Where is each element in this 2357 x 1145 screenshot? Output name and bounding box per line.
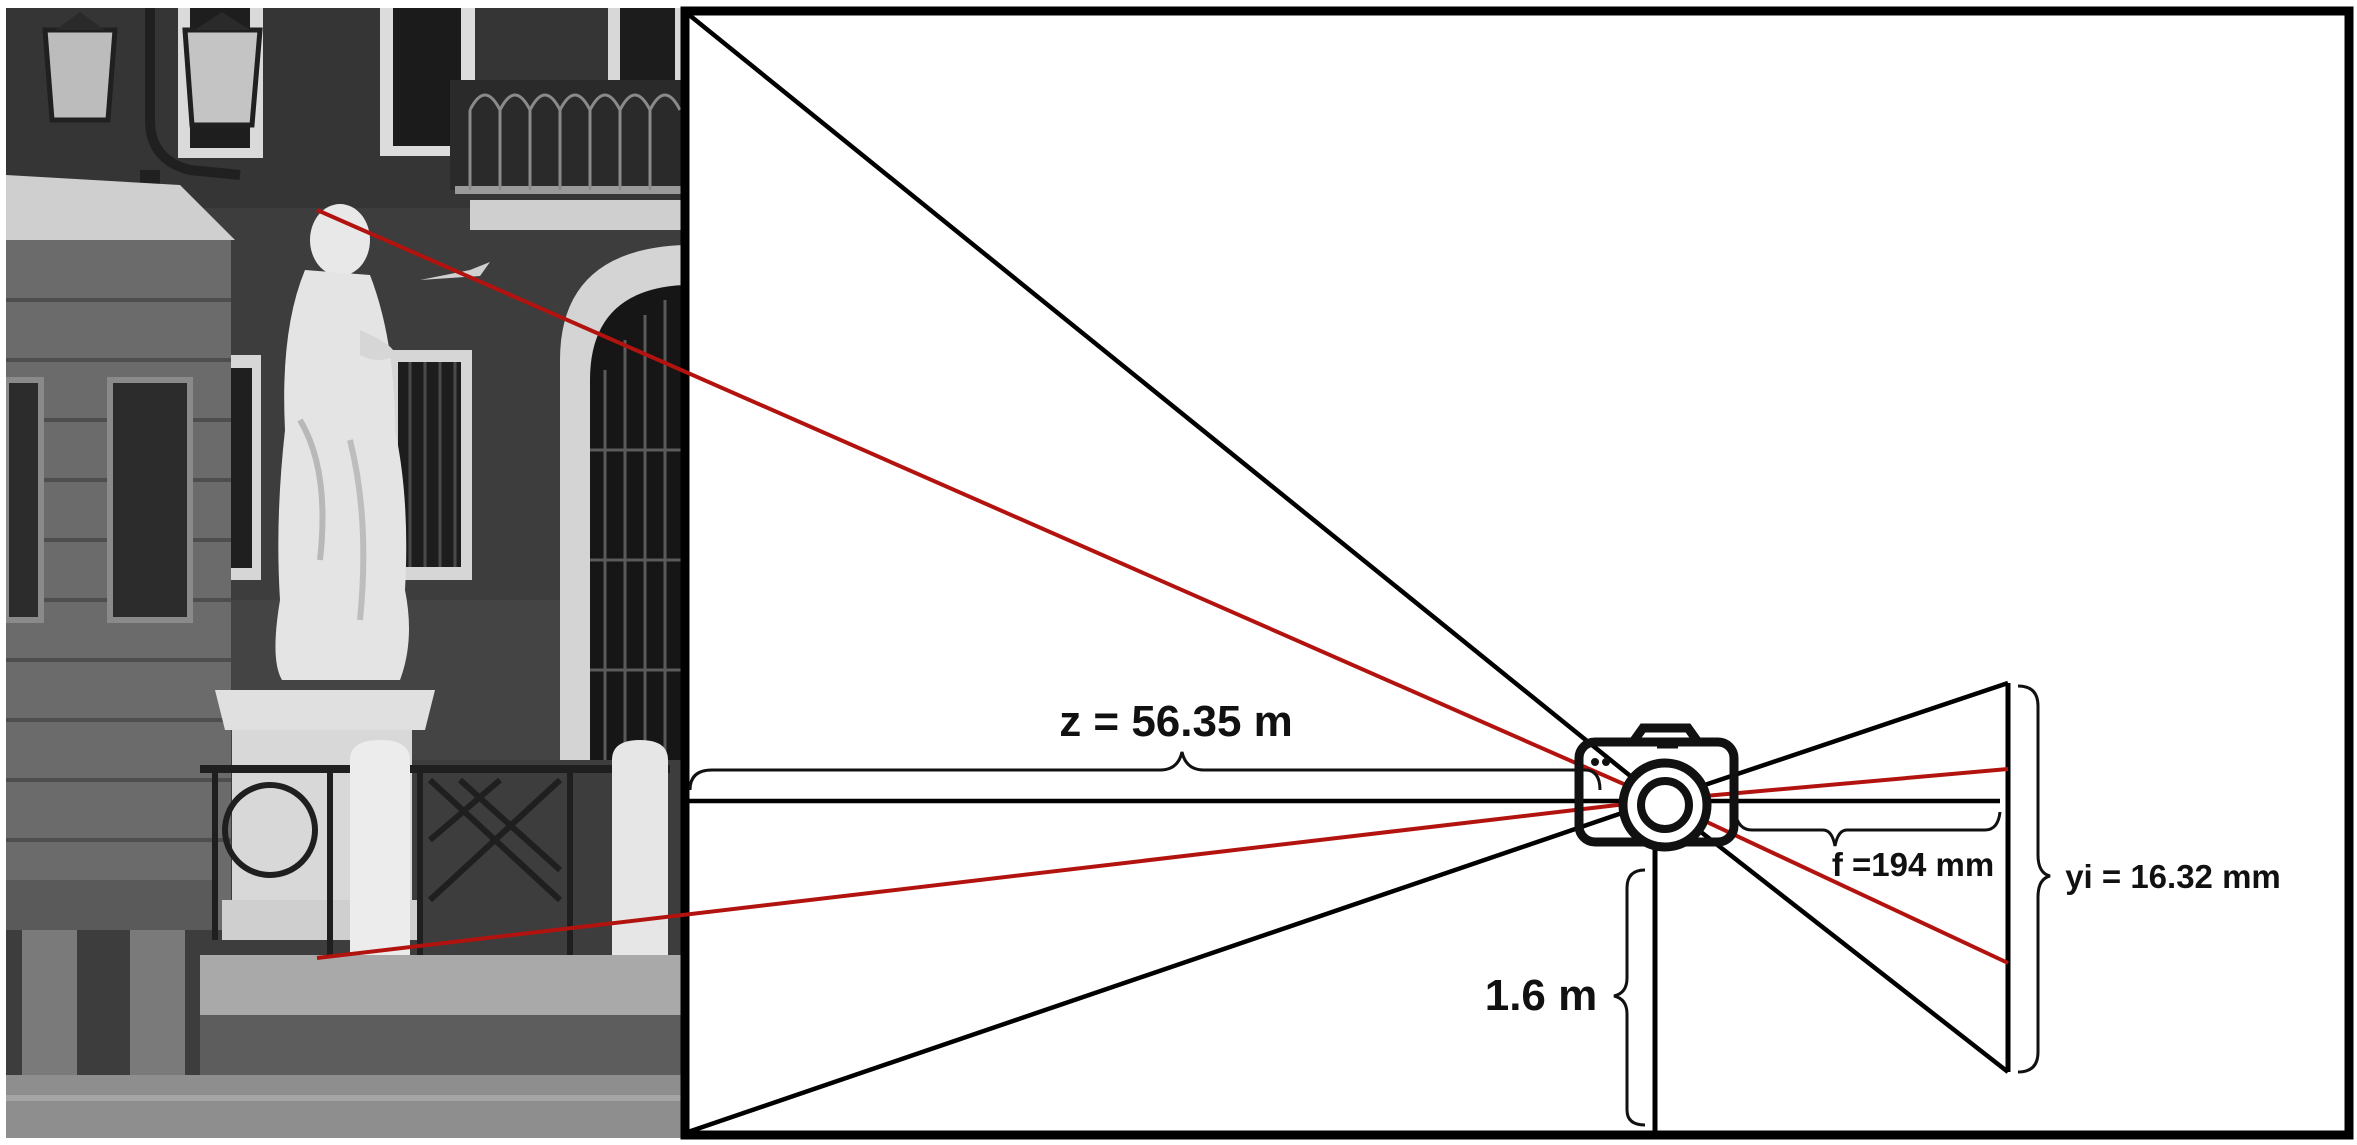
image-height-brace [2017,684,2051,1074]
mid-window-right [387,350,472,580]
focal-length-label: f =194 mm [1832,846,1994,883]
camera-icon [1574,723,1739,852]
quay [200,955,683,1075]
arched-doorway [560,245,683,760]
z-distance-brace [688,751,1602,791]
object-distance-label: z = 56.35 m [1059,697,1293,746]
diagram-frame [680,6,2354,1140]
camera-height-brace [1613,868,1646,1127]
camera-height-label: 1.6 m [1485,971,1598,1020]
wooden-kiosk [6,175,235,1110]
canal-water [6,1075,683,1138]
bird [420,262,490,280]
street-lamps [42,8,263,230]
focal-length-brace [1733,811,2002,847]
balcony [450,80,683,230]
image-height-label: yi = 16.32 mm [2065,858,2281,895]
field-of-view-lines [686,12,2010,1135]
projection-rays [316,208,2009,965]
scene-photo [6,8,683,1138]
bollards [350,740,668,965]
